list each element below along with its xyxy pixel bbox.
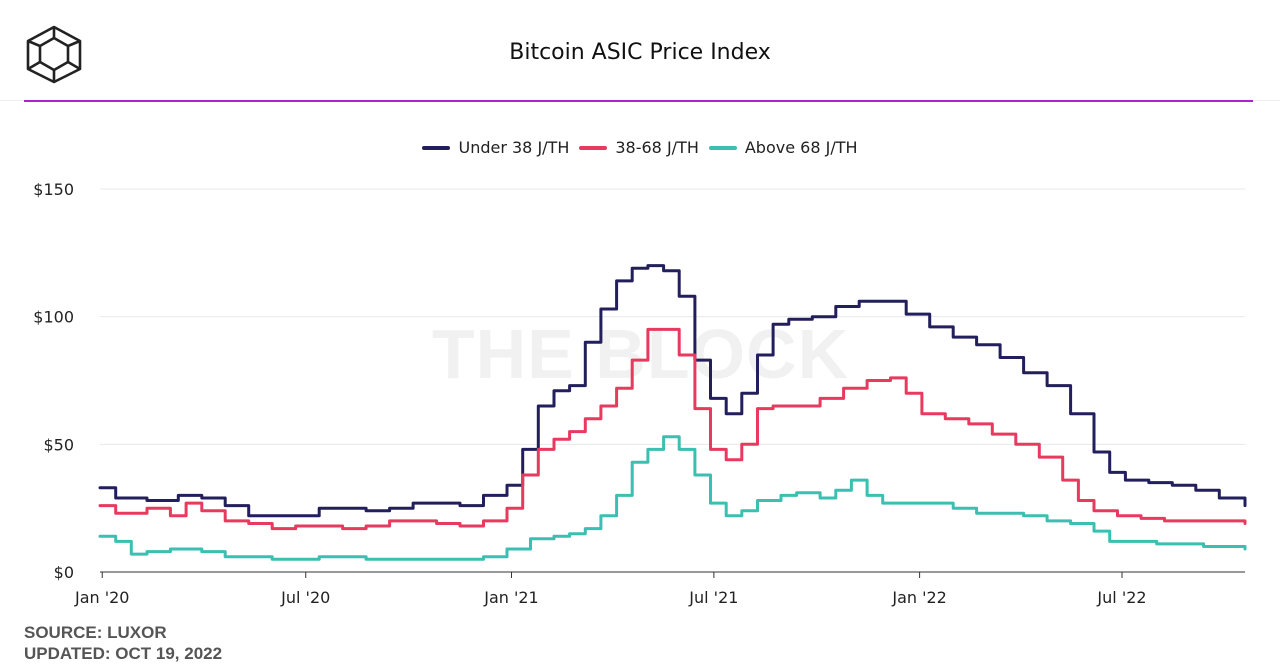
y-tick-label: $50	[43, 435, 74, 454]
y-tick-label: $100	[33, 308, 74, 327]
the-block-logo-icon	[26, 25, 82, 84]
updated-text: UPDATED: OCT 19, 2022	[24, 644, 223, 663]
accent-divider	[24, 100, 1253, 102]
y-tick-label: $0	[54, 563, 74, 582]
legend-swatch-38-68	[579, 145, 608, 150]
legend-label-38-68: 38-68 J/TH	[615, 138, 699, 157]
legend-item-38-68[interactable]: 38-68 J/TH	[579, 138, 699, 157]
legend-item-above-68[interactable]: Above 68 J/TH	[708, 138, 858, 157]
series-line-0	[98, 264, 1247, 518]
legend-swatch-under-38	[422, 145, 451, 150]
source-text: SOURCE: LUXOR	[24, 623, 167, 642]
x-tick-label: Jan '22	[891, 588, 947, 607]
x-tick-label: Jul '20	[280, 588, 330, 607]
x-tick-label: Jul '22	[1096, 588, 1146, 607]
x-tick-label: Jul '21	[688, 588, 738, 607]
watermark-text: THE BLOCK	[432, 315, 849, 393]
chart-title: Bitcoin ASIC Price Index	[509, 40, 771, 65]
legend-item-under-38[interactable]: Under 38 J/TH	[422, 138, 569, 157]
x-tick-label: Jan '20	[74, 588, 130, 607]
legend-label-under-38: Under 38 J/TH	[458, 138, 570, 157]
footer: SOURCE: LUXOR UPDATED: OCT 19, 2022	[24, 622, 222, 664]
legend-label-above-68: Above 68 J/TH	[744, 138, 858, 157]
series-line-2	[98, 435, 1247, 561]
y-tick-label: $150	[33, 180, 74, 199]
legend: Under 38 J/TH 38-68 J/TH Above 68 J/TH	[0, 138, 1280, 157]
legend-swatch-above-68	[708, 145, 737, 150]
series-line-1	[98, 327, 1247, 531]
x-tick-label: Jan '21	[483, 588, 539, 607]
